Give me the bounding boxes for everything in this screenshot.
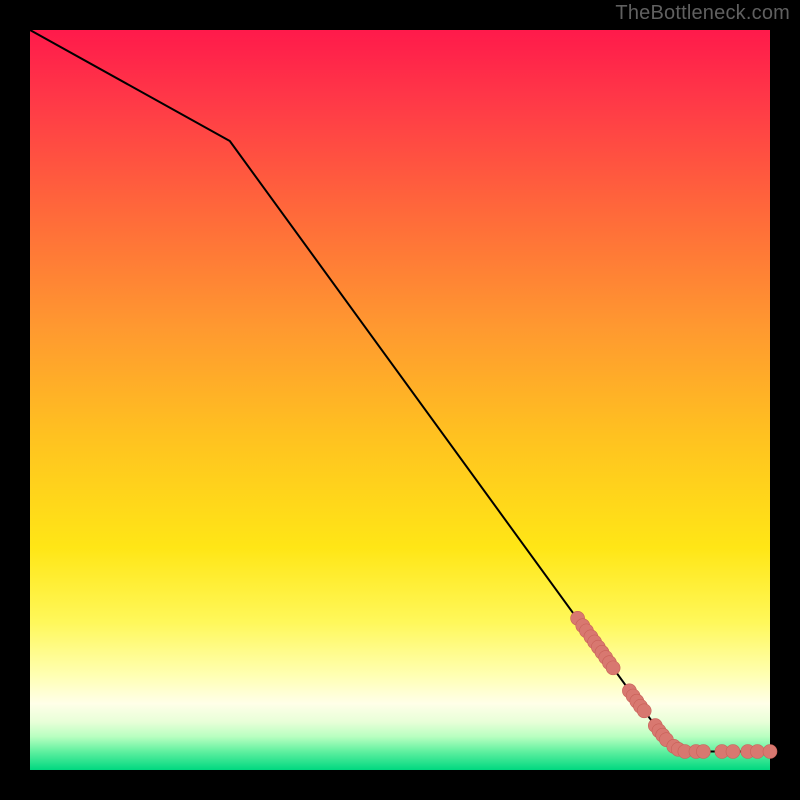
- chart-root: TheBottleneck.com: [0, 0, 800, 800]
- scatter-point: [637, 704, 651, 718]
- scatter-point: [606, 661, 620, 675]
- scatter-point: [696, 745, 710, 759]
- scatter-point: [726, 745, 740, 759]
- scatter-point: [763, 745, 777, 759]
- scatter-point: [750, 745, 764, 759]
- chart-canvas: [0, 0, 800, 800]
- plot-area: [30, 30, 770, 770]
- watermark-text: TheBottleneck.com: [615, 2, 790, 25]
